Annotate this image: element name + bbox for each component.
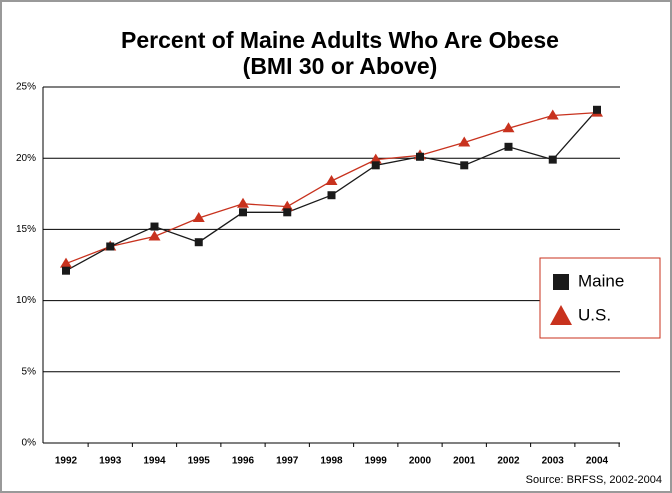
x-tick-label: 1997	[276, 456, 299, 467]
x-tick-label: 1993	[99, 456, 122, 467]
marker	[150, 222, 159, 231]
marker	[546, 109, 559, 120]
x-tick-label: 2000	[409, 456, 432, 467]
x-tick-label: 2002	[497, 456, 520, 467]
marker	[458, 136, 471, 147]
marker	[237, 197, 249, 208]
chart-title: (BMI 30 or Above)	[243, 53, 438, 79]
marker	[371, 161, 380, 170]
y-tick-label: 20%	[16, 153, 36, 164]
marker	[281, 200, 294, 211]
marker	[327, 191, 336, 200]
x-tick-label: 1994	[143, 456, 166, 467]
x-tick-label: 1996	[232, 456, 255, 467]
legend-marker	[553, 274, 569, 290]
x-tick-label: 2001	[453, 456, 476, 467]
x-tick-label: 1998	[320, 456, 343, 467]
marker	[460, 161, 469, 170]
marker	[148, 230, 161, 241]
marker	[548, 155, 557, 164]
legend-marker	[550, 305, 572, 325]
source-note: Source: BRFSS, 2002-2004	[526, 474, 662, 486]
x-tick-label: 1995	[188, 456, 211, 467]
x-tick-label: 2004	[586, 456, 609, 467]
marker	[593, 105, 601, 114]
marker	[283, 208, 292, 217]
y-tick-label: 0%	[22, 438, 37, 449]
marker	[194, 238, 203, 247]
marker	[504, 142, 513, 151]
marker	[192, 212, 205, 223]
y-tick-label: 10%	[16, 295, 36, 306]
legend-label: U.S.	[578, 305, 611, 324]
marker	[416, 152, 424, 161]
marker	[369, 153, 382, 164]
y-tick-label: 15%	[16, 224, 36, 235]
marker	[60, 257, 72, 268]
chart-title: Percent of Maine Adults Who Are Obese	[121, 27, 559, 53]
marker	[502, 122, 515, 133]
marker	[106, 242, 115, 251]
marker	[239, 208, 247, 217]
legend-label: Maine	[578, 271, 624, 290]
marker	[325, 174, 338, 185]
y-tick-label: 5%	[22, 366, 37, 377]
y-tick-label: 25%	[16, 82, 36, 93]
legend-box	[539, 257, 661, 339]
marker	[62, 266, 70, 275]
x-tick-label: 2003	[542, 456, 565, 467]
x-tick-label: 1999	[365, 456, 388, 467]
x-tick-label: 1992	[55, 456, 78, 467]
